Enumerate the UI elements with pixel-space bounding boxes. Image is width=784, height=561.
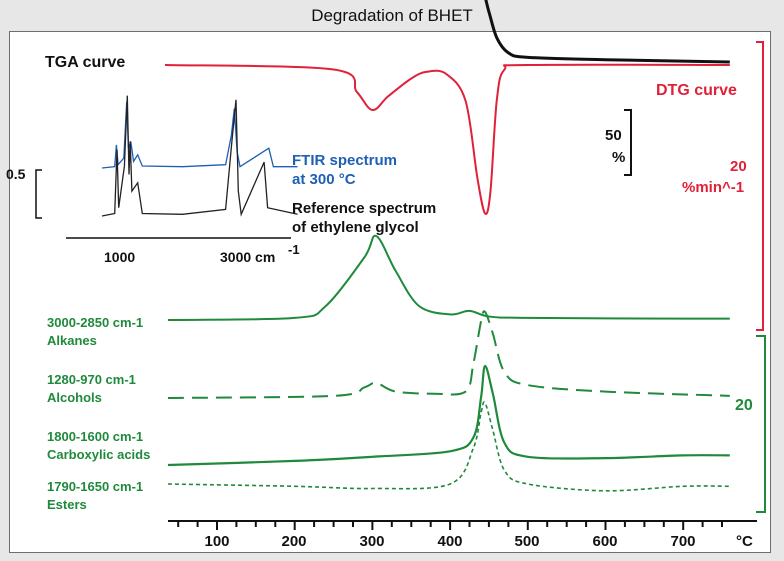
inset-unit-superscript: -1 [288, 242, 300, 257]
gas-panel-bracket [756, 335, 766, 513]
carboxylic-acids-line [167, 364, 730, 467]
ftir-spectrum-line [101, 101, 298, 169]
band-range-alkanes: 3000-2850 cm-1 [47, 315, 143, 330]
inset-scale-bar [35, 169, 42, 219]
band-range-carboxylic-acids: 1800-1600 cm-1 [47, 429, 143, 444]
chart-title: Degradation of BHET [311, 6, 473, 25]
band-name-alcohols: Alcohols [47, 390, 102, 405]
alkanes-line [167, 234, 730, 321]
dtg-curve-line [164, 63, 730, 215]
inset-scale-value: 0.5 [6, 166, 26, 182]
band-name-carboxylic-acids: Carboxylic acids [47, 447, 150, 462]
esters-line [167, 401, 730, 492]
gas-scale-value: 20 [735, 397, 753, 414]
x-tick-700: 700 [670, 533, 695, 550]
x-tick-600: 600 [592, 533, 617, 550]
band-range-esters: 1790-1650 cm-1 [47, 479, 143, 494]
reference-label-line2: of ethylene glycol [292, 219, 419, 236]
ftir-label-line1: FTIR spectrum [292, 152, 397, 169]
tga-scale-unit: % [612, 149, 625, 166]
band-range-alcohols: 1280-970 cm-1 [47, 372, 136, 387]
dtg-scale-unit: %min^-1 [682, 179, 744, 196]
dtg-panel-bracket [756, 41, 764, 331]
inset-tick-3000: 3000 cm [220, 249, 275, 265]
x-tick-100: 100 [204, 533, 229, 550]
dtg-curve-label: DTG curve [656, 82, 737, 99]
alcohols-line [167, 310, 730, 399]
x-axis-ticks [177, 521, 723, 530]
inset-tick-1000: 1000 [104, 249, 135, 265]
reference-label-line1: Reference spectrum [292, 200, 436, 217]
reference-spectrum-line [101, 95, 298, 217]
tga-curve-label: TGA curve [45, 54, 125, 71]
tga-scale-bar [624, 109, 632, 176]
x-axis-unit: °C [736, 533, 753, 550]
x-tick-400: 400 [437, 533, 462, 550]
x-tick-500: 500 [514, 533, 539, 550]
band-name-alkanes: Alkanes [47, 333, 97, 348]
tga-curve-line [484, 0, 730, 64]
x-tick-200: 200 [281, 533, 306, 550]
band-name-esters: Esters [47, 497, 87, 512]
chart-frame [9, 31, 771, 553]
ftir-label-line2: at 300 °C [292, 171, 356, 188]
tga-scale-value: 50 [605, 127, 622, 144]
dtg-scale-value: 20 [730, 158, 747, 175]
x-tick-300: 300 [359, 533, 384, 550]
